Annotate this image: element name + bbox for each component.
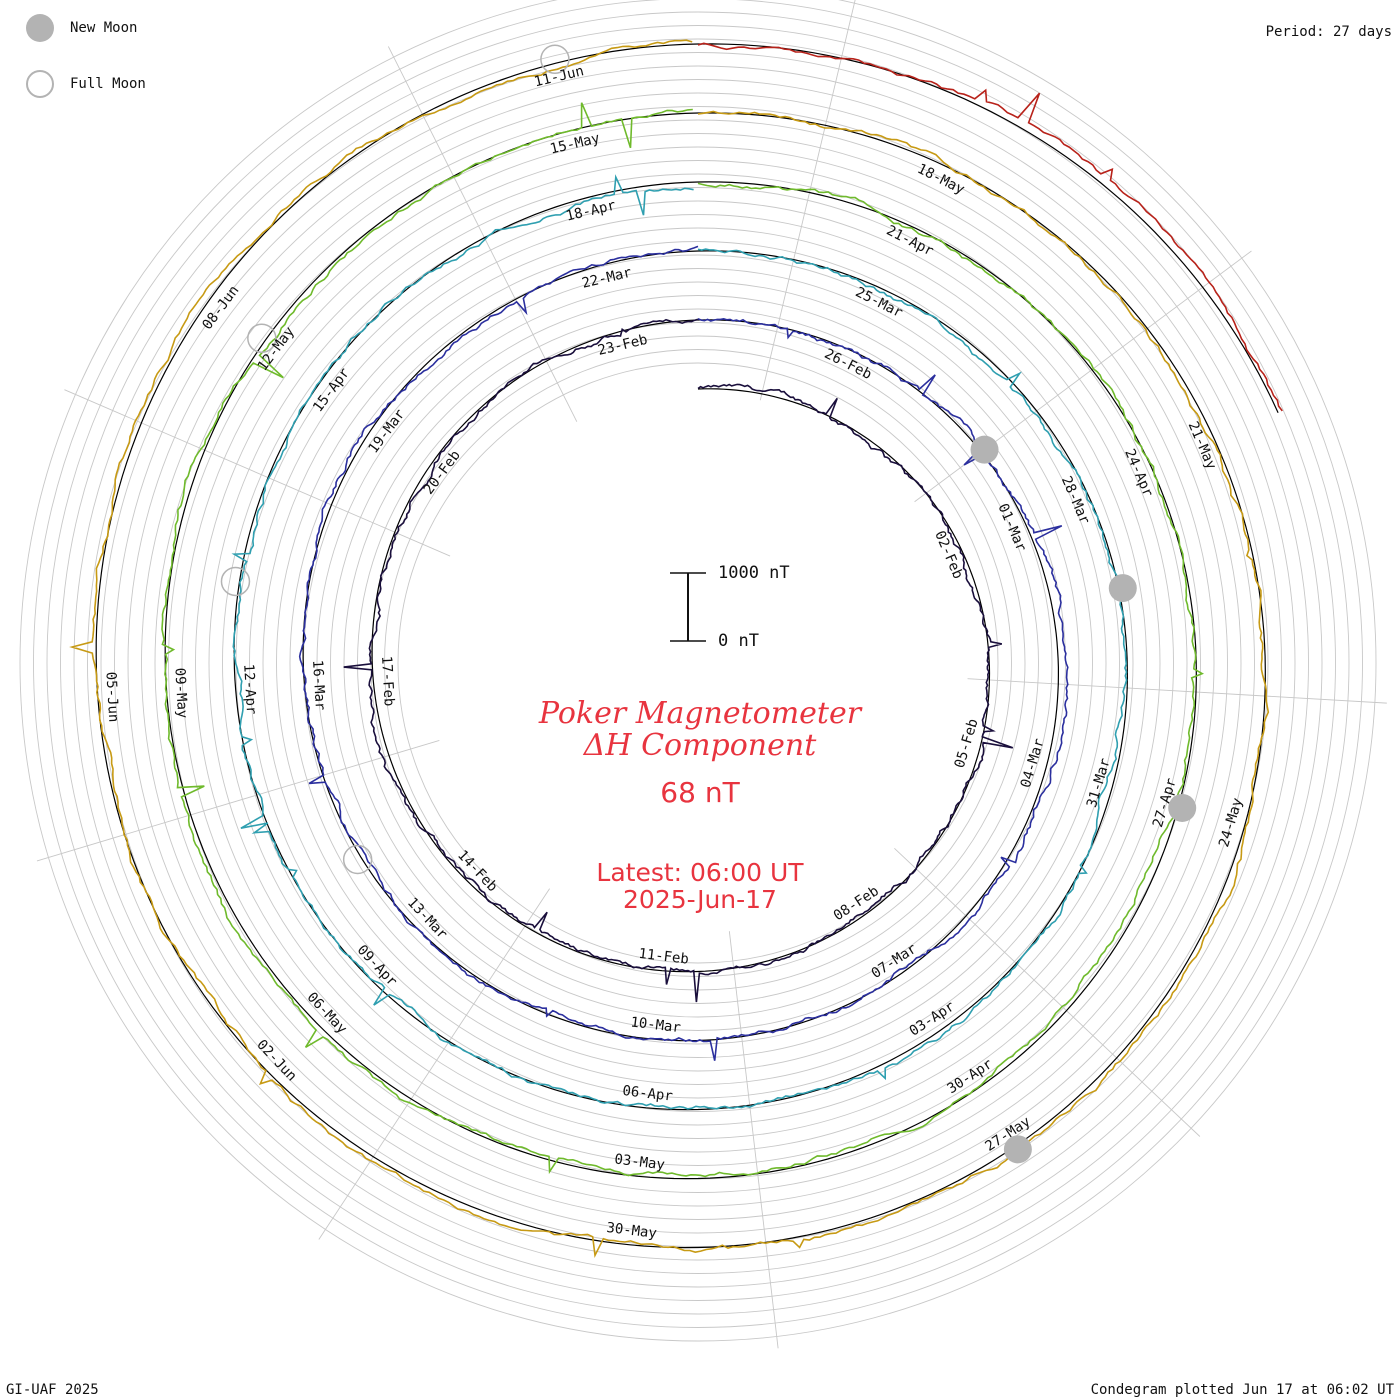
scale-top-label: 1000 nT bbox=[718, 563, 790, 583]
date-label: 11-Feb bbox=[638, 946, 690, 968]
new-moon-marker bbox=[1003, 1135, 1032, 1164]
grid-circle bbox=[343, 308, 1053, 1018]
legend-full-moon: Full Moon bbox=[26, 70, 146, 98]
new-moon-marker bbox=[1168, 793, 1197, 822]
grid-circle bbox=[168, 133, 1228, 1193]
full-moon-marker bbox=[342, 844, 373, 875]
date-label: 12-May bbox=[255, 324, 298, 374]
baseline-spiral bbox=[95, 43, 1279, 1249]
full-moon-icon bbox=[26, 70, 54, 98]
date-label: 21-May bbox=[1185, 419, 1220, 472]
grid-circle bbox=[357, 322, 1039, 1004]
footer-credit: GI-UAF 2025 bbox=[6, 1382, 99, 1398]
full-moon-marker bbox=[540, 44, 570, 75]
date-label: 03-May bbox=[614, 1151, 666, 1173]
new-moon-icon bbox=[26, 14, 54, 42]
grid-spoke bbox=[967, 678, 1387, 704]
date-label: 19-Mar bbox=[365, 406, 408, 456]
grid-spoke bbox=[36, 740, 440, 862]
grid-circle bbox=[384, 349, 1012, 977]
data-trace-turn-2 bbox=[231, 174, 1128, 1110]
period-label: Period: 27 days bbox=[1265, 24, 1392, 40]
date-label: 06-May bbox=[304, 989, 350, 1037]
grid-circle bbox=[127, 92, 1269, 1234]
grid-circle bbox=[289, 254, 1107, 1072]
date-label: 02-Feb bbox=[931, 529, 966, 582]
grid-circle bbox=[154, 119, 1242, 1207]
date-label: 10-Mar bbox=[630, 1014, 682, 1036]
date-label: 15-Apr bbox=[310, 365, 353, 415]
grid-circle bbox=[303, 268, 1093, 1058]
date-label: 17-Feb bbox=[378, 655, 397, 706]
legend-new-moon-label: New Moon bbox=[70, 20, 138, 36]
grid-circle bbox=[33, 0, 1363, 1328]
date-label: 12-Apr bbox=[240, 663, 259, 714]
footer-plot-time: Condegram plotted Jun 17 at 06:02 UT bbox=[1090, 1382, 1394, 1398]
moon-phase-markers bbox=[220, 44, 1197, 1164]
date-label: 05-Jun bbox=[102, 671, 121, 722]
new-moon-marker bbox=[1108, 574, 1137, 603]
grid-circle bbox=[316, 281, 1080, 1045]
legend-new-moon: New Moon bbox=[26, 14, 137, 42]
grid-spoke bbox=[759, 0, 856, 401]
chart-title: Poker Magnetometer bbox=[538, 696, 862, 731]
data-traces bbox=[69, 39, 1283, 1259]
date-label: 09-May bbox=[171, 667, 190, 718]
grid-spoke bbox=[64, 389, 451, 557]
grid-circle bbox=[141, 106, 1255, 1220]
date-label: 30-May bbox=[606, 1220, 658, 1242]
scale-bottom-label: 0 nT bbox=[718, 631, 759, 651]
grid-circle bbox=[100, 65, 1296, 1261]
full-moon-marker bbox=[247, 323, 277, 354]
grid-circle bbox=[222, 187, 1174, 1139]
grid-circle bbox=[46, 11, 1350, 1315]
grid-circle bbox=[19, 0, 1377, 1342]
data-trace-turn-3 bbox=[161, 102, 1205, 1178]
grid-spoke bbox=[728, 931, 779, 1349]
date-label: 03-Apr bbox=[907, 998, 958, 1039]
latest-date: 2025-Jun-17 bbox=[623, 885, 777, 914]
grid-circle bbox=[60, 25, 1336, 1301]
spiral-baseline bbox=[95, 43, 1279, 1249]
date-label: 30-Apr bbox=[945, 1056, 996, 1097]
grid-spoke bbox=[894, 847, 1201, 1137]
grid-circle bbox=[87, 52, 1309, 1274]
data-trace-turn-0 bbox=[343, 318, 1014, 1003]
grid-circle bbox=[195, 160, 1201, 1166]
grid-circle bbox=[249, 214, 1147, 1112]
grid-circles bbox=[19, 0, 1377, 1342]
grid-spoke bbox=[914, 250, 1252, 503]
data-trace-turn-1 bbox=[298, 245, 1069, 1061]
date-label: 16-Mar bbox=[309, 659, 328, 710]
data-trace-turn-4 bbox=[69, 39, 1270, 1259]
date-label: 24-Apr bbox=[1121, 447, 1156, 500]
date-label: 20-Feb bbox=[421, 448, 464, 498]
latest-time: Latest: 06:00 UT bbox=[596, 858, 804, 887]
data-trace-turn-5 bbox=[697, 42, 1283, 412]
grid-circle bbox=[73, 38, 1323, 1288]
legend-full-moon-label: Full Moon bbox=[70, 76, 146, 92]
grid-circle bbox=[276, 241, 1120, 1085]
grid-spoke bbox=[318, 888, 551, 1240]
chart-subtitle: ΔH Component bbox=[583, 728, 817, 763]
date-label: 25-Mar bbox=[853, 284, 905, 321]
current-value: 68 nT bbox=[660, 776, 740, 809]
scale-bar bbox=[670, 572, 706, 642]
new-moon-marker bbox=[970, 435, 999, 464]
date-labels: 02-Feb05-Feb08-Feb11-Feb14-Feb17-Feb20-F… bbox=[102, 63, 1246, 1242]
date-label: 01-Mar bbox=[994, 501, 1029, 554]
grid-circle bbox=[397, 362, 999, 964]
grid-circle bbox=[208, 173, 1188, 1153]
full-moon-marker bbox=[220, 566, 251, 597]
grid-circle bbox=[262, 227, 1134, 1099]
grid-circle bbox=[114, 79, 1282, 1247]
date-label: 06-Apr bbox=[622, 1083, 674, 1105]
